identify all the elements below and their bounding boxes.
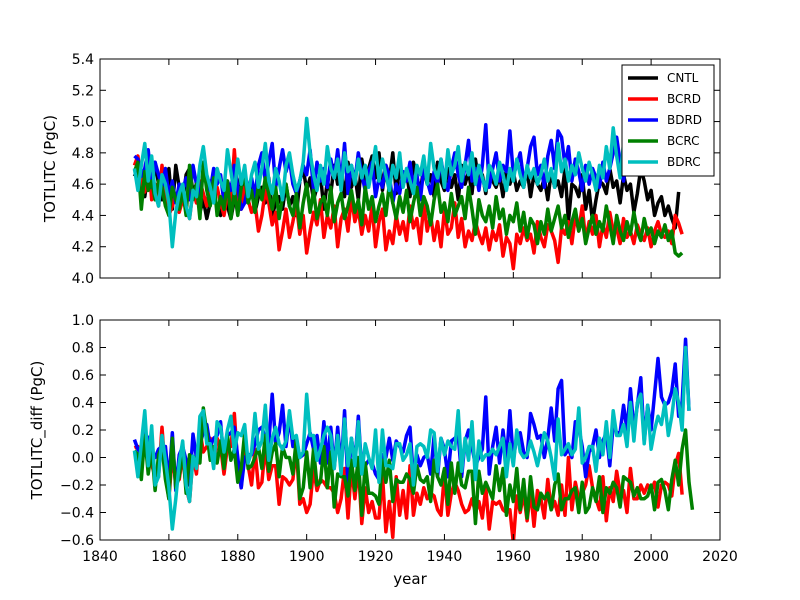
top-series-bdrc-line: [132, 110, 695, 249]
legend-label-bdrd: BDRD: [667, 113, 702, 127]
bottom-x-ticks: 1840 1860 1880 1900 1920 1940 1960 1980 2000 2020: [82, 320, 738, 565]
top-y-tick-label: 5.2: [72, 83, 94, 99]
top-series-group: [132, 65, 695, 271]
bottom-x-tick-label: 1900: [289, 549, 325, 565]
bottom-y-tick-label: 0.6: [72, 368, 94, 384]
bottom-x-axis-label: year: [393, 570, 427, 588]
top-y-ticks: 4.0 4.2 4.4 4.6 4.8 5.0 5.2 5.4: [72, 52, 720, 287]
bottom-panel: 1840 1860 1880 1900 1920 1940 1960 1980 2000 2020…: [28, 313, 738, 588]
top-x-ticks: [99, 59, 721, 278]
top-y-tick-label: 4.8: [72, 146, 94, 162]
legend-label-bcrc: BCRC: [667, 134, 700, 148]
legend-entries: CNTL BCRD BDRD BCRC BDRC: [628, 71, 702, 169]
top-y-tick-label: 4.4: [72, 208, 94, 224]
top-y-axis-label: TOTLITC (PgC): [41, 115, 59, 223]
bottom-y-tick-label: 0.0: [72, 451, 94, 467]
top-y-tick-label: 4.2: [72, 240, 94, 256]
bottom-y-tick-label: 0.2: [72, 423, 94, 439]
bottom-y-axis-label: TOTLITC_diff (PgC): [28, 361, 47, 501]
bottom-series-group: [132, 337, 695, 540]
bottom-y-tick-label: 0.8: [72, 341, 94, 357]
top-series-bcrc-line: [132, 160, 684, 258]
bottom-x-tick-label: 1920: [358, 549, 394, 565]
bottom-series-bdrc-line: [132, 345, 691, 531]
top-axes-frame: [99, 58, 721, 279]
legend: CNTL BCRD BDRD BCRC BDRC: [621, 64, 715, 177]
legend-label-cntl: CNTL: [667, 71, 699, 85]
top-y-tick-label: 4.0: [72, 271, 94, 287]
bottom-x-tick-label: 2020: [702, 549, 738, 565]
bottom-x-tick-label: 1880: [220, 549, 256, 565]
bottom-y-tick-label: −0.6: [60, 533, 94, 549]
legend-label-bcrd: BCRD: [667, 92, 701, 106]
legend-label-bdrc: BDRC: [667, 155, 701, 169]
bottom-y-tick-label: −0.2: [60, 478, 94, 494]
bottom-x-tick-label: 1840: [82, 549, 118, 565]
bottom-x-tick-label: 2000: [633, 549, 669, 565]
top-y-tick-label: 5.4: [72, 52, 94, 68]
bottom-y-tick-label: −0.4: [60, 506, 94, 522]
bottom-x-tick-label: 1960: [496, 549, 532, 565]
bottom-y-tick-label: 0.4: [72, 396, 94, 412]
bottom-y-ticks: −0.6 −0.4 −0.2 0.0 0.2 0.4 0.6 0.8 1.0: [60, 313, 720, 549]
bottom-y-tick-label: 1.0: [72, 313, 94, 329]
bottom-x-tick-label: 1860: [151, 549, 187, 565]
bottom-x-tick-label: 1940: [427, 549, 463, 565]
top-y-tick-label: 5.0: [72, 115, 94, 131]
bottom-x-tick-label: 1980: [564, 549, 600, 565]
top-y-tick-label: 4.6: [72, 177, 94, 193]
top-panel: 4.0 4.2 4.4 4.6 4.8 5.0 5.2 5.4 TOTLITC (PgC) C…: [41, 52, 721, 287]
